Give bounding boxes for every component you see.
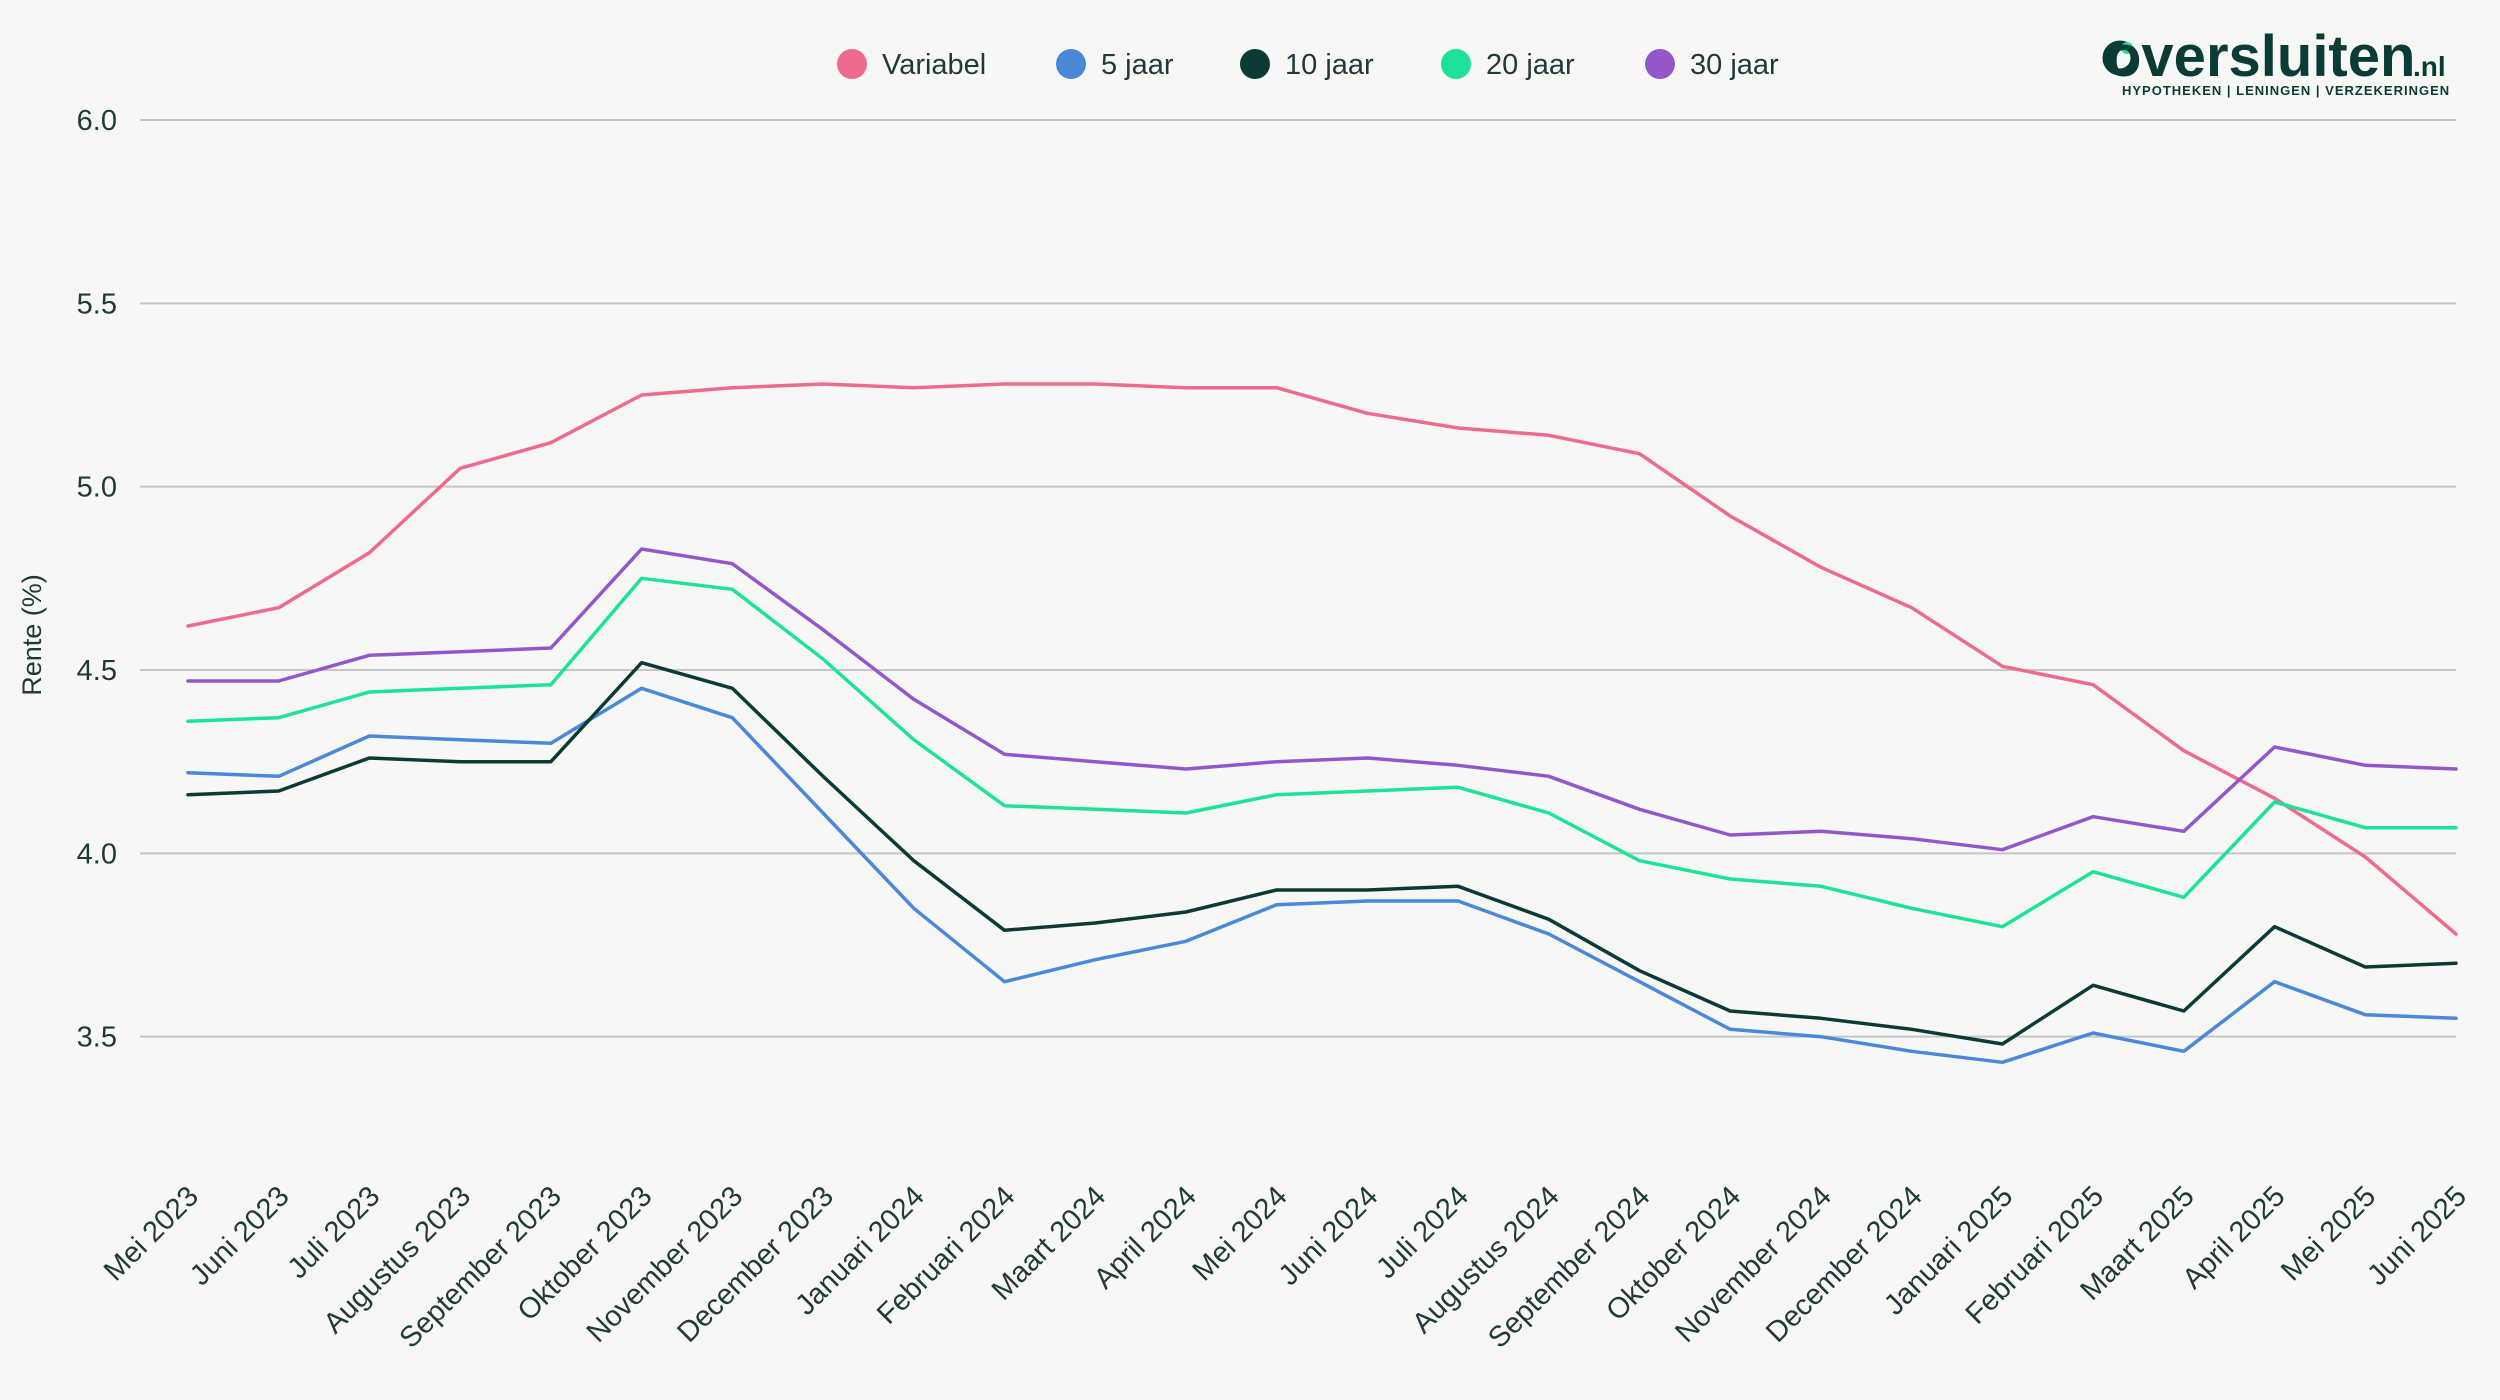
legend-marker-4 xyxy=(1645,49,1675,79)
x-tick-label: September 2023 xyxy=(394,1180,568,1354)
logo-ring-icon xyxy=(2102,40,2138,76)
legend-label-3: 20 jaar xyxy=(1486,49,1575,81)
logo-suffix: .nl xyxy=(2413,51,2446,82)
legend-label-1: 5 jaar xyxy=(1101,49,1174,81)
grid-lines xyxy=(140,119,2456,1038)
y-axis-title: Rente (%) xyxy=(17,574,47,696)
x-tick-label: November 2024 xyxy=(1669,1180,1838,1349)
y-tick-label: 3.5 xyxy=(77,1022,117,1054)
brand-logo: oversluiten .nl HYPOTHEKEN | LENINGEN | … xyxy=(2102,24,2450,98)
legend-label-4: 30 jaar xyxy=(1690,49,1779,81)
legend-marker-0 xyxy=(837,49,867,79)
x-tick-label: December 2023 xyxy=(671,1180,840,1349)
logo-dot-icon xyxy=(2121,42,2133,54)
legend-label-2: 10 jaar xyxy=(1285,49,1374,81)
y-tick-label: 5.5 xyxy=(77,288,117,320)
logo-text: oversluiten xyxy=(2106,24,2415,89)
legend-marker-2 xyxy=(1240,49,1270,79)
series-lines xyxy=(186,382,2458,1065)
y-axis-ticks: 3.5 4.0 4.5 5.0 5.5 6.0 xyxy=(77,105,117,1054)
x-tick-label: Juni 2025 xyxy=(2361,1180,2473,1292)
legend: Variabel 5 jaar 10 jaar 20 jaar 30 jaar xyxy=(837,49,1779,81)
x-tick-label: December 2024 xyxy=(1760,1180,1929,1349)
y-tick-label: 4.0 xyxy=(77,838,117,870)
legend-label-0: Variabel xyxy=(882,49,986,81)
series-line-3 xyxy=(186,576,2458,929)
x-tick-label: Juni 2024 xyxy=(1273,1180,1385,1292)
series-line-0 xyxy=(186,382,2458,936)
y-tick-label: 4.5 xyxy=(77,655,117,687)
series-line-4 xyxy=(186,547,2458,852)
series-line-2 xyxy=(186,660,2458,1046)
x-tick-label: Juni 2023 xyxy=(184,1180,296,1292)
x-tick-label: September 2024 xyxy=(1482,1180,1656,1354)
legend-marker-3 xyxy=(1441,49,1471,79)
y-tick-label: 5.0 xyxy=(77,472,117,504)
x-tick-label: November 2023 xyxy=(581,1180,750,1349)
legend-marker-1 xyxy=(1056,49,1086,79)
logo-tagline: HYPOTHEKEN | LENINGEN | VERZEKERINGEN xyxy=(2122,83,2450,98)
y-tick-label: 6.0 xyxy=(77,105,117,137)
series-line-1 xyxy=(186,686,2458,1065)
